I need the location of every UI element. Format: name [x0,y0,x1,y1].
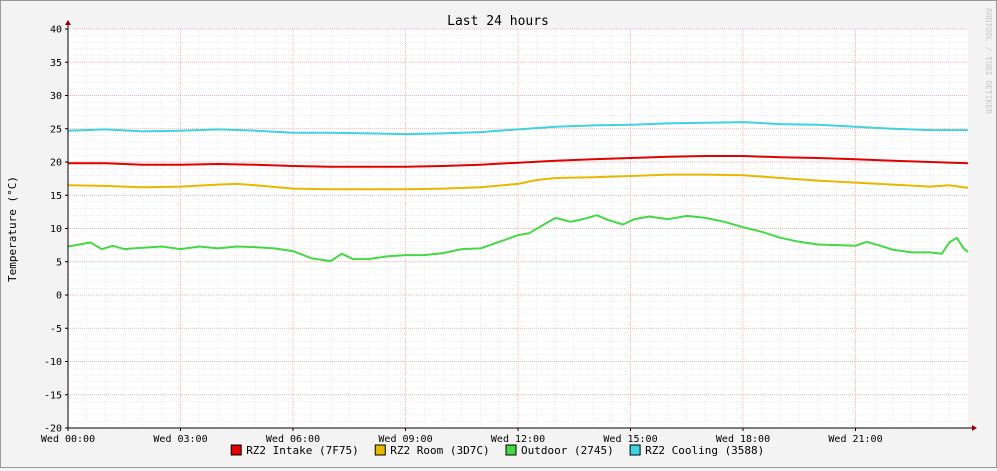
y-tick-label: 15 [50,191,62,202]
y-tick-label: 20 [50,158,62,169]
y-tick-label: -5 [50,324,62,335]
watermark: RRDTOOL / TOBI OETIKER [984,8,993,114]
x-tick-label: Wed 12:00 [491,434,545,445]
legend-label-2: Outdoor (2745) [521,444,614,457]
y-tick-label: 30 [50,91,62,102]
x-tick-label: Wed 06:00 [266,434,320,445]
x-tick-label: Wed 18:00 [716,434,770,445]
x-tick-label: Wed 15:00 [603,434,657,445]
chart-title: Last 24 hours [447,14,549,29]
legend-label-0: RZ2 Intake (7F75) [246,444,359,457]
x-tick-label: Wed 09:00 [378,434,432,445]
y-tick-label: 35 [50,58,62,69]
legend-swatch-0 [230,444,242,456]
y-tick-label: -20 [44,424,62,435]
legend-label-1: RZ2 Room (3D7C) [390,444,489,457]
series-line-2 [67,214,969,263]
y-tick-label: 5 [56,257,62,268]
legend: RZ2 Intake (7F75) RZ2 Room (3D7C) Outdoor … [230,444,764,457]
series-layer [67,121,969,263]
series-line-0 [68,155,969,168]
axes [65,20,977,431]
x-tick-label: Wed 00:00 [41,434,95,445]
y-tick-label: 0 [56,291,62,302]
y-axis-arrow [65,20,71,25]
series-line-1 [67,173,969,191]
series-line-3 [67,121,968,136]
y-tick-label: 25 [50,124,62,135]
y-tick-label: -15 [44,390,62,401]
grid [67,28,968,429]
x-tick-label: Wed 03:00 [153,434,207,445]
y-axis-label: Temperature (°C) [6,176,19,282]
legend-swatch-2 [505,444,517,456]
y-tick-label: 40 [50,25,62,36]
legend-swatch-3 [629,444,641,456]
x-tick-label: Wed 21:00 [828,434,882,445]
y-tick-label: -10 [44,357,62,368]
y-tick-label: 10 [50,224,62,235]
legend-swatch-1 [374,444,386,456]
x-axis-arrow [972,425,977,431]
legend-label-3: RZ2 Cooling (3588) [645,444,764,457]
